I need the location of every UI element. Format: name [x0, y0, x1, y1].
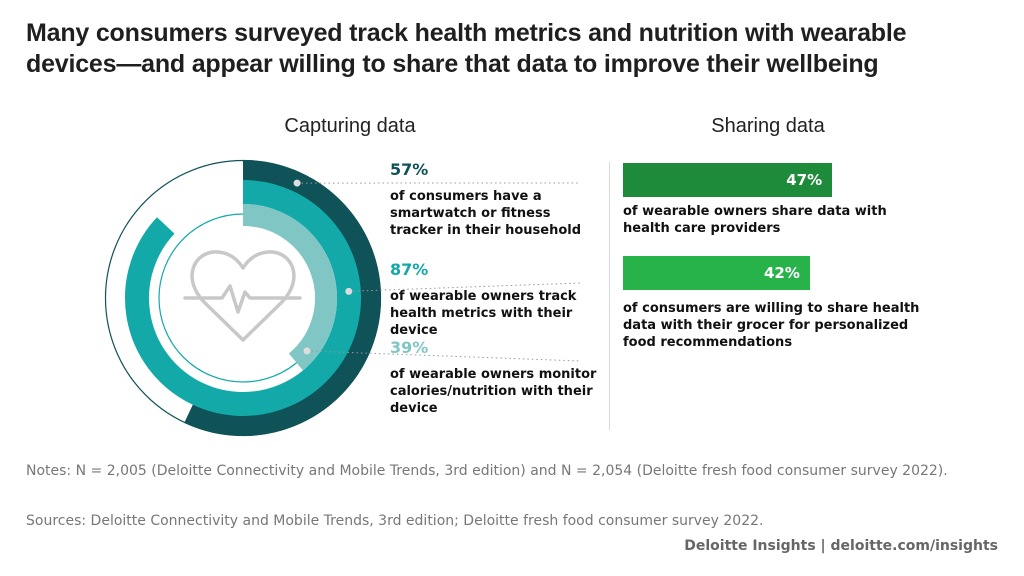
description: of consumers have a smartwatch or fitnes… — [390, 189, 582, 238]
leader-line — [306, 350, 581, 362]
value-label: 47% — [786, 171, 823, 189]
leader-dot — [303, 347, 311, 355]
ring-arc — [242, 204, 337, 371]
panel-title: Sharing data — [711, 115, 825, 137]
description: of consumers are willing to share health… — [623, 301, 920, 350]
heart-icon — [183, 250, 302, 342]
notes: Notes: N = 2,005 (Deloitte Connectivity … — [26, 463, 948, 479]
panel-title: Capturing data — [284, 115, 416, 137]
description: of wearable owners share data with healt… — [623, 204, 887, 236]
bar: 42% — [623, 256, 810, 290]
sources: Sources: Deloitte Connectivity and Mobil… — [26, 513, 764, 529]
description: of wearable owners monitor calories/nutr… — [390, 367, 597, 416]
value-label: 57% — [390, 160, 429, 179]
title: Many consumers surveyed track health met… — [26, 19, 907, 78]
value-label: 39% — [390, 338, 429, 357]
leader-dot — [345, 287, 353, 295]
description: of wearable owners track health metrics … — [390, 289, 577, 338]
ring-arc — [125, 180, 361, 416]
value-label: 87% — [390, 260, 429, 279]
radial-chart — [104, 159, 610, 437]
leader-dot — [293, 179, 301, 187]
ring-arc — [184, 160, 381, 436]
bar: 47% — [623, 163, 833, 197]
footer: Deloitte Insights | deloitte.com/insight… — [684, 538, 998, 554]
value-label: 42% — [763, 264, 800, 282]
